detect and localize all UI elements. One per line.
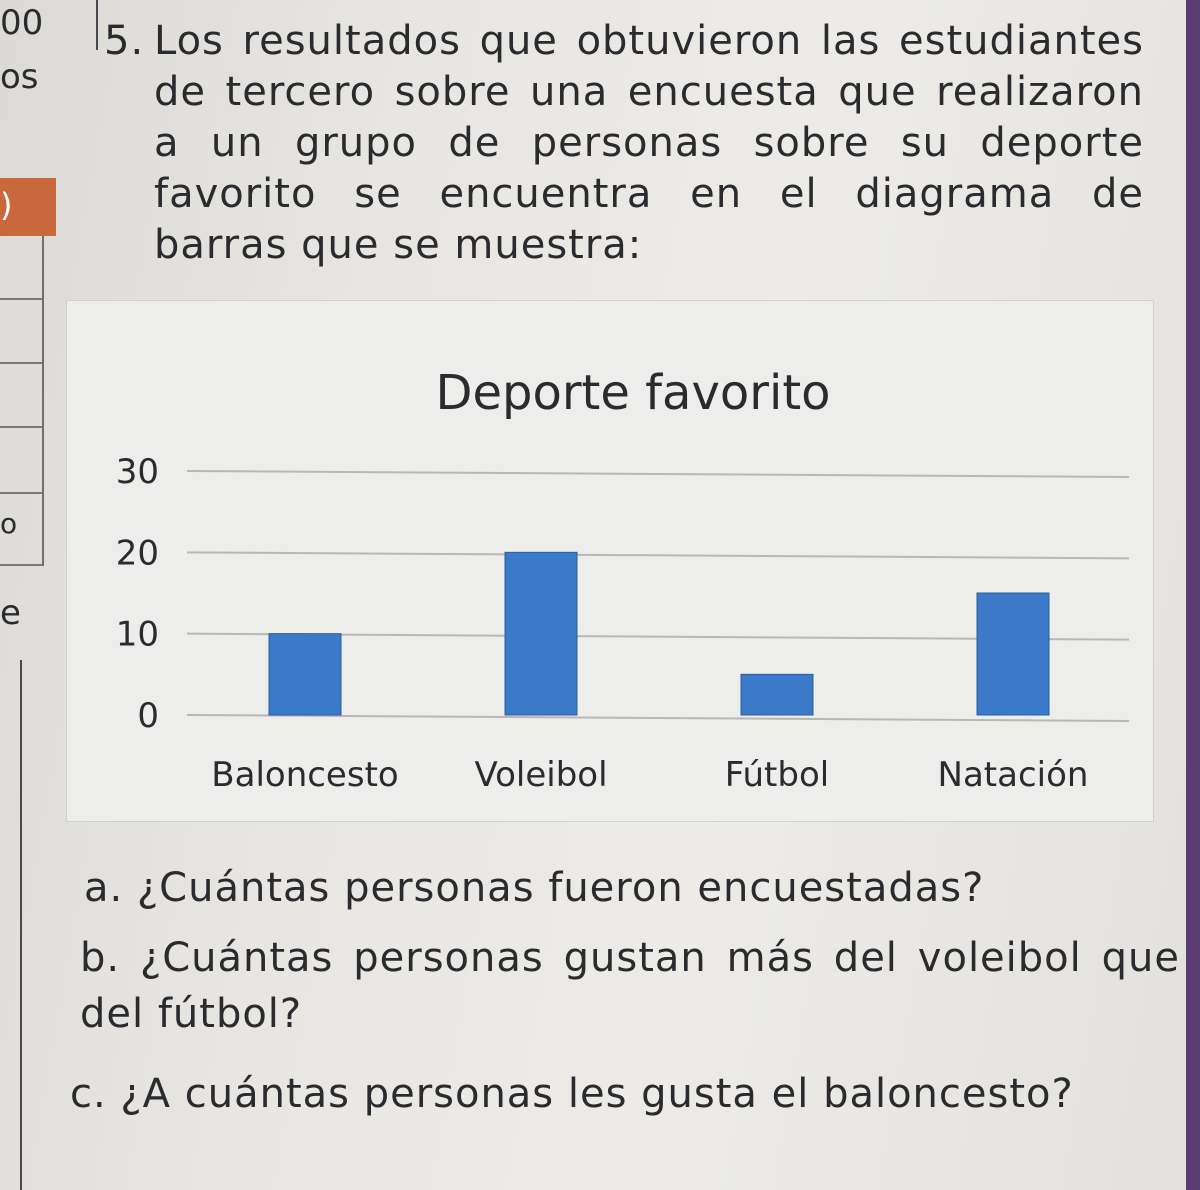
question-text: Los resultados que obtuvieron las estudi…	[154, 18, 1144, 268]
bar-voleibol	[504, 551, 578, 716]
margin-rule	[96, 0, 98, 50]
bar-chart: Deporte favorito 0 10 20 30 Baloncesto Volei…	[66, 300, 1154, 822]
margin-rule	[20, 660, 22, 1190]
chart-title: Deporte favorito	[435, 365, 830, 421]
margin-tab-text: )	[0, 186, 13, 224]
margin-degree: o	[0, 507, 18, 540]
x-tick-label: Natación	[938, 755, 1089, 795]
x-tick-label: Baloncesto	[211, 755, 398, 795]
chart-canvas: Deporte favorito 0 10 20 30 Baloncesto Volei…	[116, 365, 1130, 795]
x-tick-label: Fútbol	[725, 755, 829, 795]
margin-number: 00	[0, 3, 44, 43]
gridline	[186, 470, 1130, 478]
gridline	[186, 551, 1130, 560]
margin-table-line	[0, 362, 42, 364]
subquestion-b-text: b. ¿Cuántas personas gustan más del vole…	[80, 935, 1180, 1037]
y-tick-label: 0	[137, 696, 159, 736]
margin-table-line	[0, 426, 42, 428]
bar-fútbol	[740, 673, 814, 716]
margin-text-os: os	[0, 57, 39, 97]
notebook-edge	[1186, 0, 1200, 1190]
chart-x-labels: Baloncesto Voleibol Fútbol Natación	[211, 755, 1088, 795]
margin-table	[0, 236, 44, 566]
chart-y-ticks: 0 10 20 30	[116, 452, 159, 736]
question-5: 5. Los resultados que obtuvieron las est…	[104, 16, 1144, 271]
left-margin-fragment: 00 os ) o e	[0, 0, 100, 1190]
subquestion-b: b. ¿Cuántas personas gustan más del vole…	[80, 930, 1180, 1042]
margin-orange-tab	[0, 178, 56, 236]
margin-table-line	[0, 492, 42, 494]
chart-bars	[268, 551, 1050, 716]
chart-gridlines	[186, 470, 1130, 722]
subquestion-a: a. ¿Cuántas personas fueron encuestadas?	[84, 865, 985, 911]
margin-letter-e: e	[0, 593, 21, 633]
y-tick-label: 10	[116, 615, 159, 655]
subquestion-c: c. ¿A cuántas personas les gusta el balo…	[70, 1066, 1150, 1122]
bar-baloncesto	[268, 633, 342, 716]
x-tick-label: Voleibol	[474, 755, 607, 795]
question-number: 5.	[104, 18, 145, 64]
subquestion-c-text: c. ¿A cuántas personas les gusta el balo…	[70, 1071, 1074, 1117]
margin-table-line	[0, 564, 42, 566]
y-tick-label: 30	[116, 452, 159, 492]
margin-table-line	[0, 298, 42, 300]
gridline	[186, 632, 1130, 641]
gridline	[186, 714, 1130, 722]
bar-natación	[976, 592, 1050, 716]
y-tick-label: 20	[116, 533, 159, 573]
